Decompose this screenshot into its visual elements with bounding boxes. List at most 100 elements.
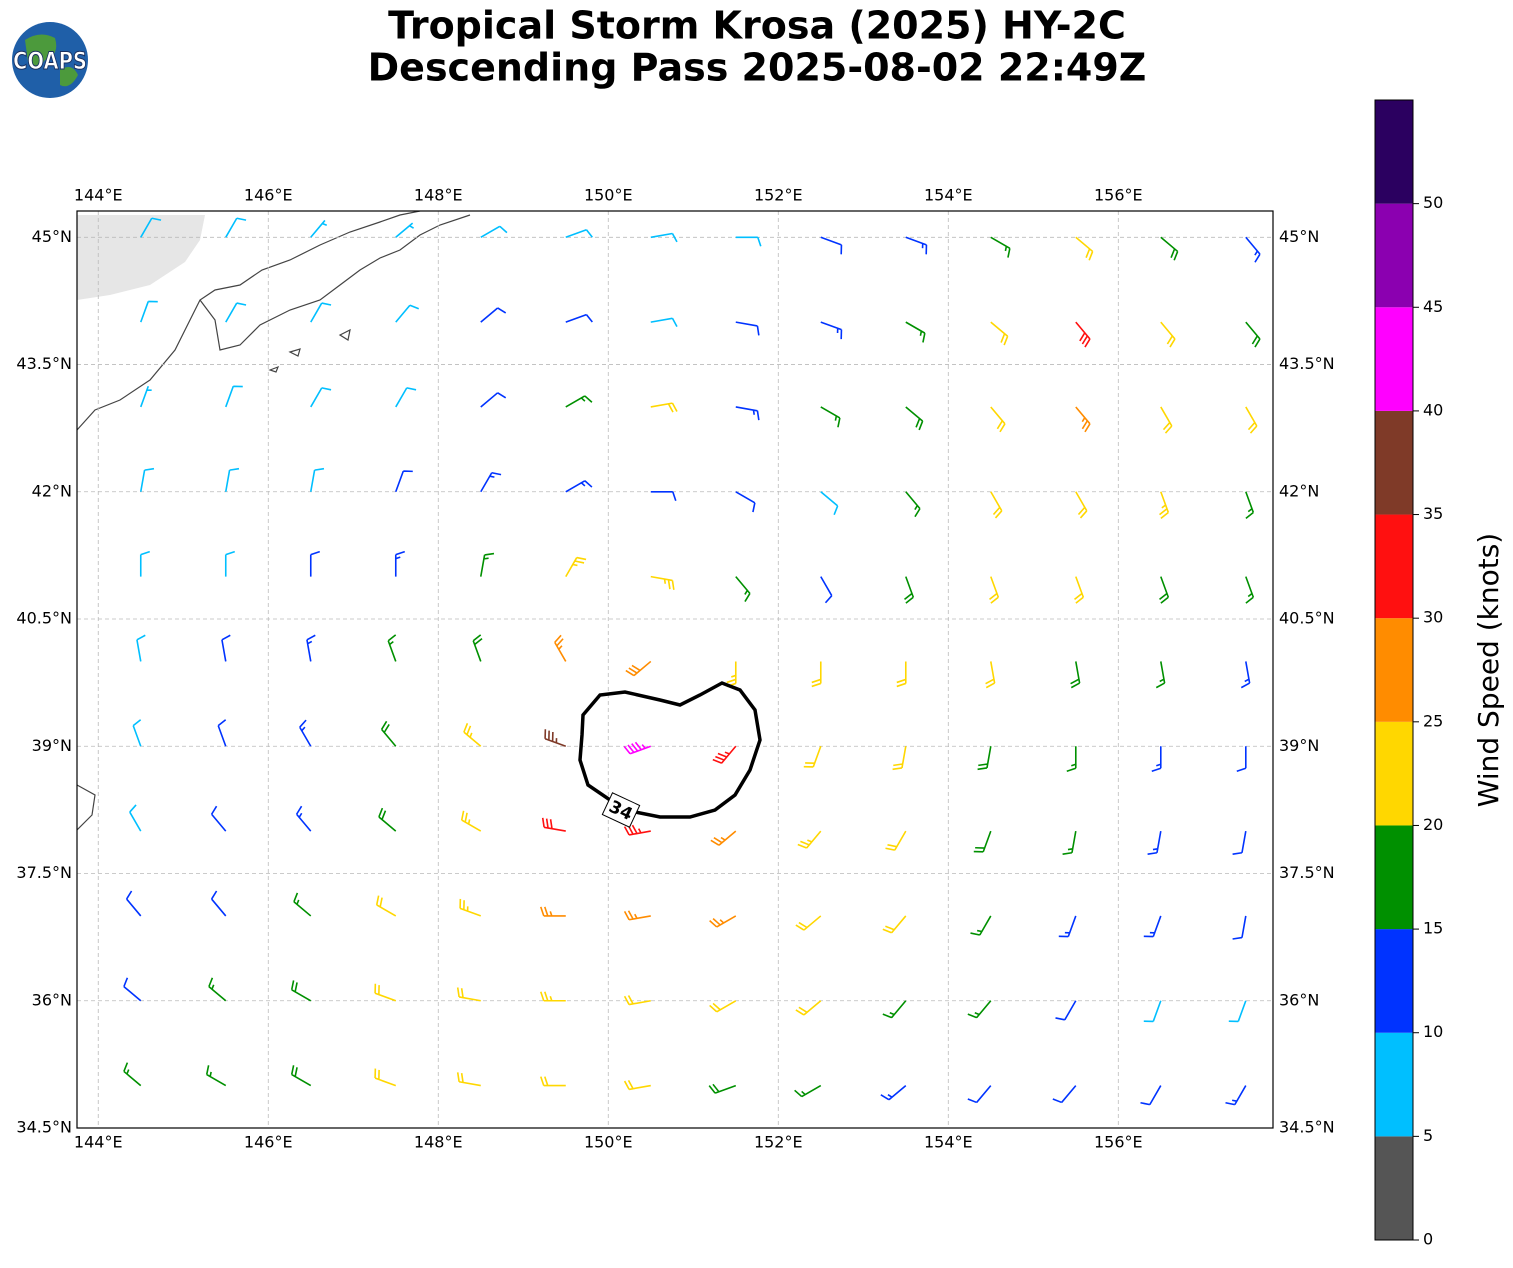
wind-barb bbox=[378, 807, 397, 832]
wind-barb bbox=[205, 1065, 227, 1087]
colorbar-tick-label: 35 bbox=[1423, 504, 1443, 523]
barb-shaft bbox=[565, 313, 593, 323]
wind-barb bbox=[459, 898, 482, 917]
barb-shaft bbox=[309, 467, 325, 492]
barb-shaft bbox=[480, 471, 502, 493]
wind-barb bbox=[208, 977, 227, 1002]
wind-barb bbox=[139, 550, 151, 577]
wind-barb bbox=[210, 890, 227, 917]
wind-barb bbox=[290, 980, 312, 1002]
x-tick-label-bottom: 148°E bbox=[414, 1133, 463, 1152]
contour-line bbox=[578, 681, 762, 819]
colorbar-tick-label: 50 bbox=[1423, 193, 1443, 212]
barb-shaft bbox=[625, 660, 652, 677]
barb-shaft bbox=[225, 217, 247, 238]
wind-barb bbox=[565, 395, 593, 408]
wind-barb bbox=[395, 387, 417, 408]
barb-shaft bbox=[378, 807, 397, 832]
wind-barb bbox=[565, 480, 593, 493]
chart-subtitle: Descending Pass 2025-08-02 22:49Z bbox=[368, 46, 1147, 90]
barb-shaft bbox=[882, 915, 907, 934]
barb-shaft bbox=[1232, 830, 1247, 855]
y-tick-label-left: 39°N bbox=[32, 736, 72, 755]
colorbar: 0 5 10 15 20 25 30 35 40 45 50 bbox=[1374, 99, 1443, 1249]
barb-shaft bbox=[1075, 491, 1088, 519]
y-tick-label-right: 43.5°N bbox=[1279, 354, 1335, 373]
wind-barb bbox=[224, 467, 240, 492]
wind-barb bbox=[1140, 1085, 1162, 1106]
grid bbox=[77, 211, 1273, 1128]
barb-shaft bbox=[990, 491, 1003, 519]
logo-text: COAPS bbox=[13, 47, 87, 75]
barb-shaft bbox=[1055, 1000, 1077, 1021]
barb-shaft bbox=[395, 470, 413, 493]
barb-shaft bbox=[1052, 1085, 1077, 1104]
wind-barbs bbox=[123, 217, 1261, 1106]
barb-shaft bbox=[973, 830, 992, 853]
wind-barb bbox=[290, 1065, 312, 1087]
logo: COAPS bbox=[12, 22, 88, 98]
wind-barb bbox=[123, 1062, 142, 1087]
barb-shaft bbox=[1075, 236, 1094, 261]
barb-shaft bbox=[139, 550, 151, 577]
wind-barb bbox=[1160, 321, 1176, 348]
wind-barb bbox=[1147, 830, 1162, 855]
island bbox=[268, 328, 351, 373]
barb-shaft bbox=[794, 1084, 822, 1098]
barb-shaft bbox=[565, 229, 593, 239]
barb-shaft bbox=[1245, 491, 1255, 519]
barb-shaft bbox=[709, 915, 737, 928]
colorbar-tick-label: 25 bbox=[1423, 711, 1443, 730]
colorbar-bin bbox=[1375, 307, 1413, 411]
x-tick-label-bottom: 144°E bbox=[74, 1133, 123, 1152]
barb-shaft bbox=[395, 387, 417, 408]
wind-barb bbox=[139, 467, 155, 492]
barb-shaft bbox=[990, 236, 1011, 258]
barb-shaft bbox=[1074, 576, 1085, 604]
barb-shaft bbox=[1236, 746, 1247, 773]
wind-barb bbox=[880, 1084, 907, 1101]
x-tick-label-top: 144°E bbox=[74, 186, 123, 205]
wind-barb bbox=[1245, 321, 1261, 348]
wind-barb bbox=[140, 217, 162, 238]
y-tick-label-left: 36°N bbox=[32, 990, 72, 1009]
barb-shaft bbox=[1245, 236, 1261, 263]
barb-shaft bbox=[623, 1079, 651, 1091]
barb-shaft bbox=[989, 576, 1000, 604]
barb-shaft bbox=[820, 576, 833, 604]
barb-shaft bbox=[1062, 830, 1077, 855]
wind-barb bbox=[882, 1000, 907, 1019]
barb-shaft bbox=[1245, 576, 1255, 604]
wind-barb bbox=[1075, 491, 1088, 519]
barb-shaft bbox=[309, 550, 321, 577]
wind-barb bbox=[990, 491, 1003, 519]
wind-barb bbox=[565, 229, 593, 239]
wind-barb bbox=[892, 746, 907, 771]
wind-barb bbox=[140, 300, 158, 323]
barb-shaft bbox=[709, 1000, 737, 1013]
barb-shaft bbox=[480, 307, 507, 323]
barb-shaft bbox=[650, 232, 678, 243]
barb-shaft bbox=[985, 661, 996, 689]
wind-barb bbox=[1228, 1000, 1247, 1023]
barb-shaft bbox=[541, 817, 566, 832]
colorbar-label: Wind Speed (knots) bbox=[1472, 533, 1505, 807]
wind-barb bbox=[989, 576, 1000, 604]
wind-barb bbox=[967, 1000, 992, 1019]
barb-shaft bbox=[1140, 1085, 1162, 1106]
barb-shaft bbox=[882, 1000, 907, 1019]
wind-barb bbox=[136, 634, 146, 662]
wind-barb bbox=[1245, 576, 1255, 604]
wind-barb bbox=[125, 890, 142, 917]
barb-shaft bbox=[820, 491, 839, 516]
colorbar-tick-label: 10 bbox=[1423, 1022, 1443, 1041]
wind-barb bbox=[221, 634, 231, 662]
barb-shaft bbox=[623, 995, 651, 1006]
wind-barb bbox=[623, 995, 651, 1006]
barb-shaft bbox=[990, 406, 1006, 433]
colorbar-bin bbox=[1375, 514, 1413, 619]
wind-barb bbox=[820, 236, 843, 255]
x-tick-label-bottom: 150°E bbox=[584, 1133, 633, 1152]
barb-shaft bbox=[374, 983, 397, 1002]
